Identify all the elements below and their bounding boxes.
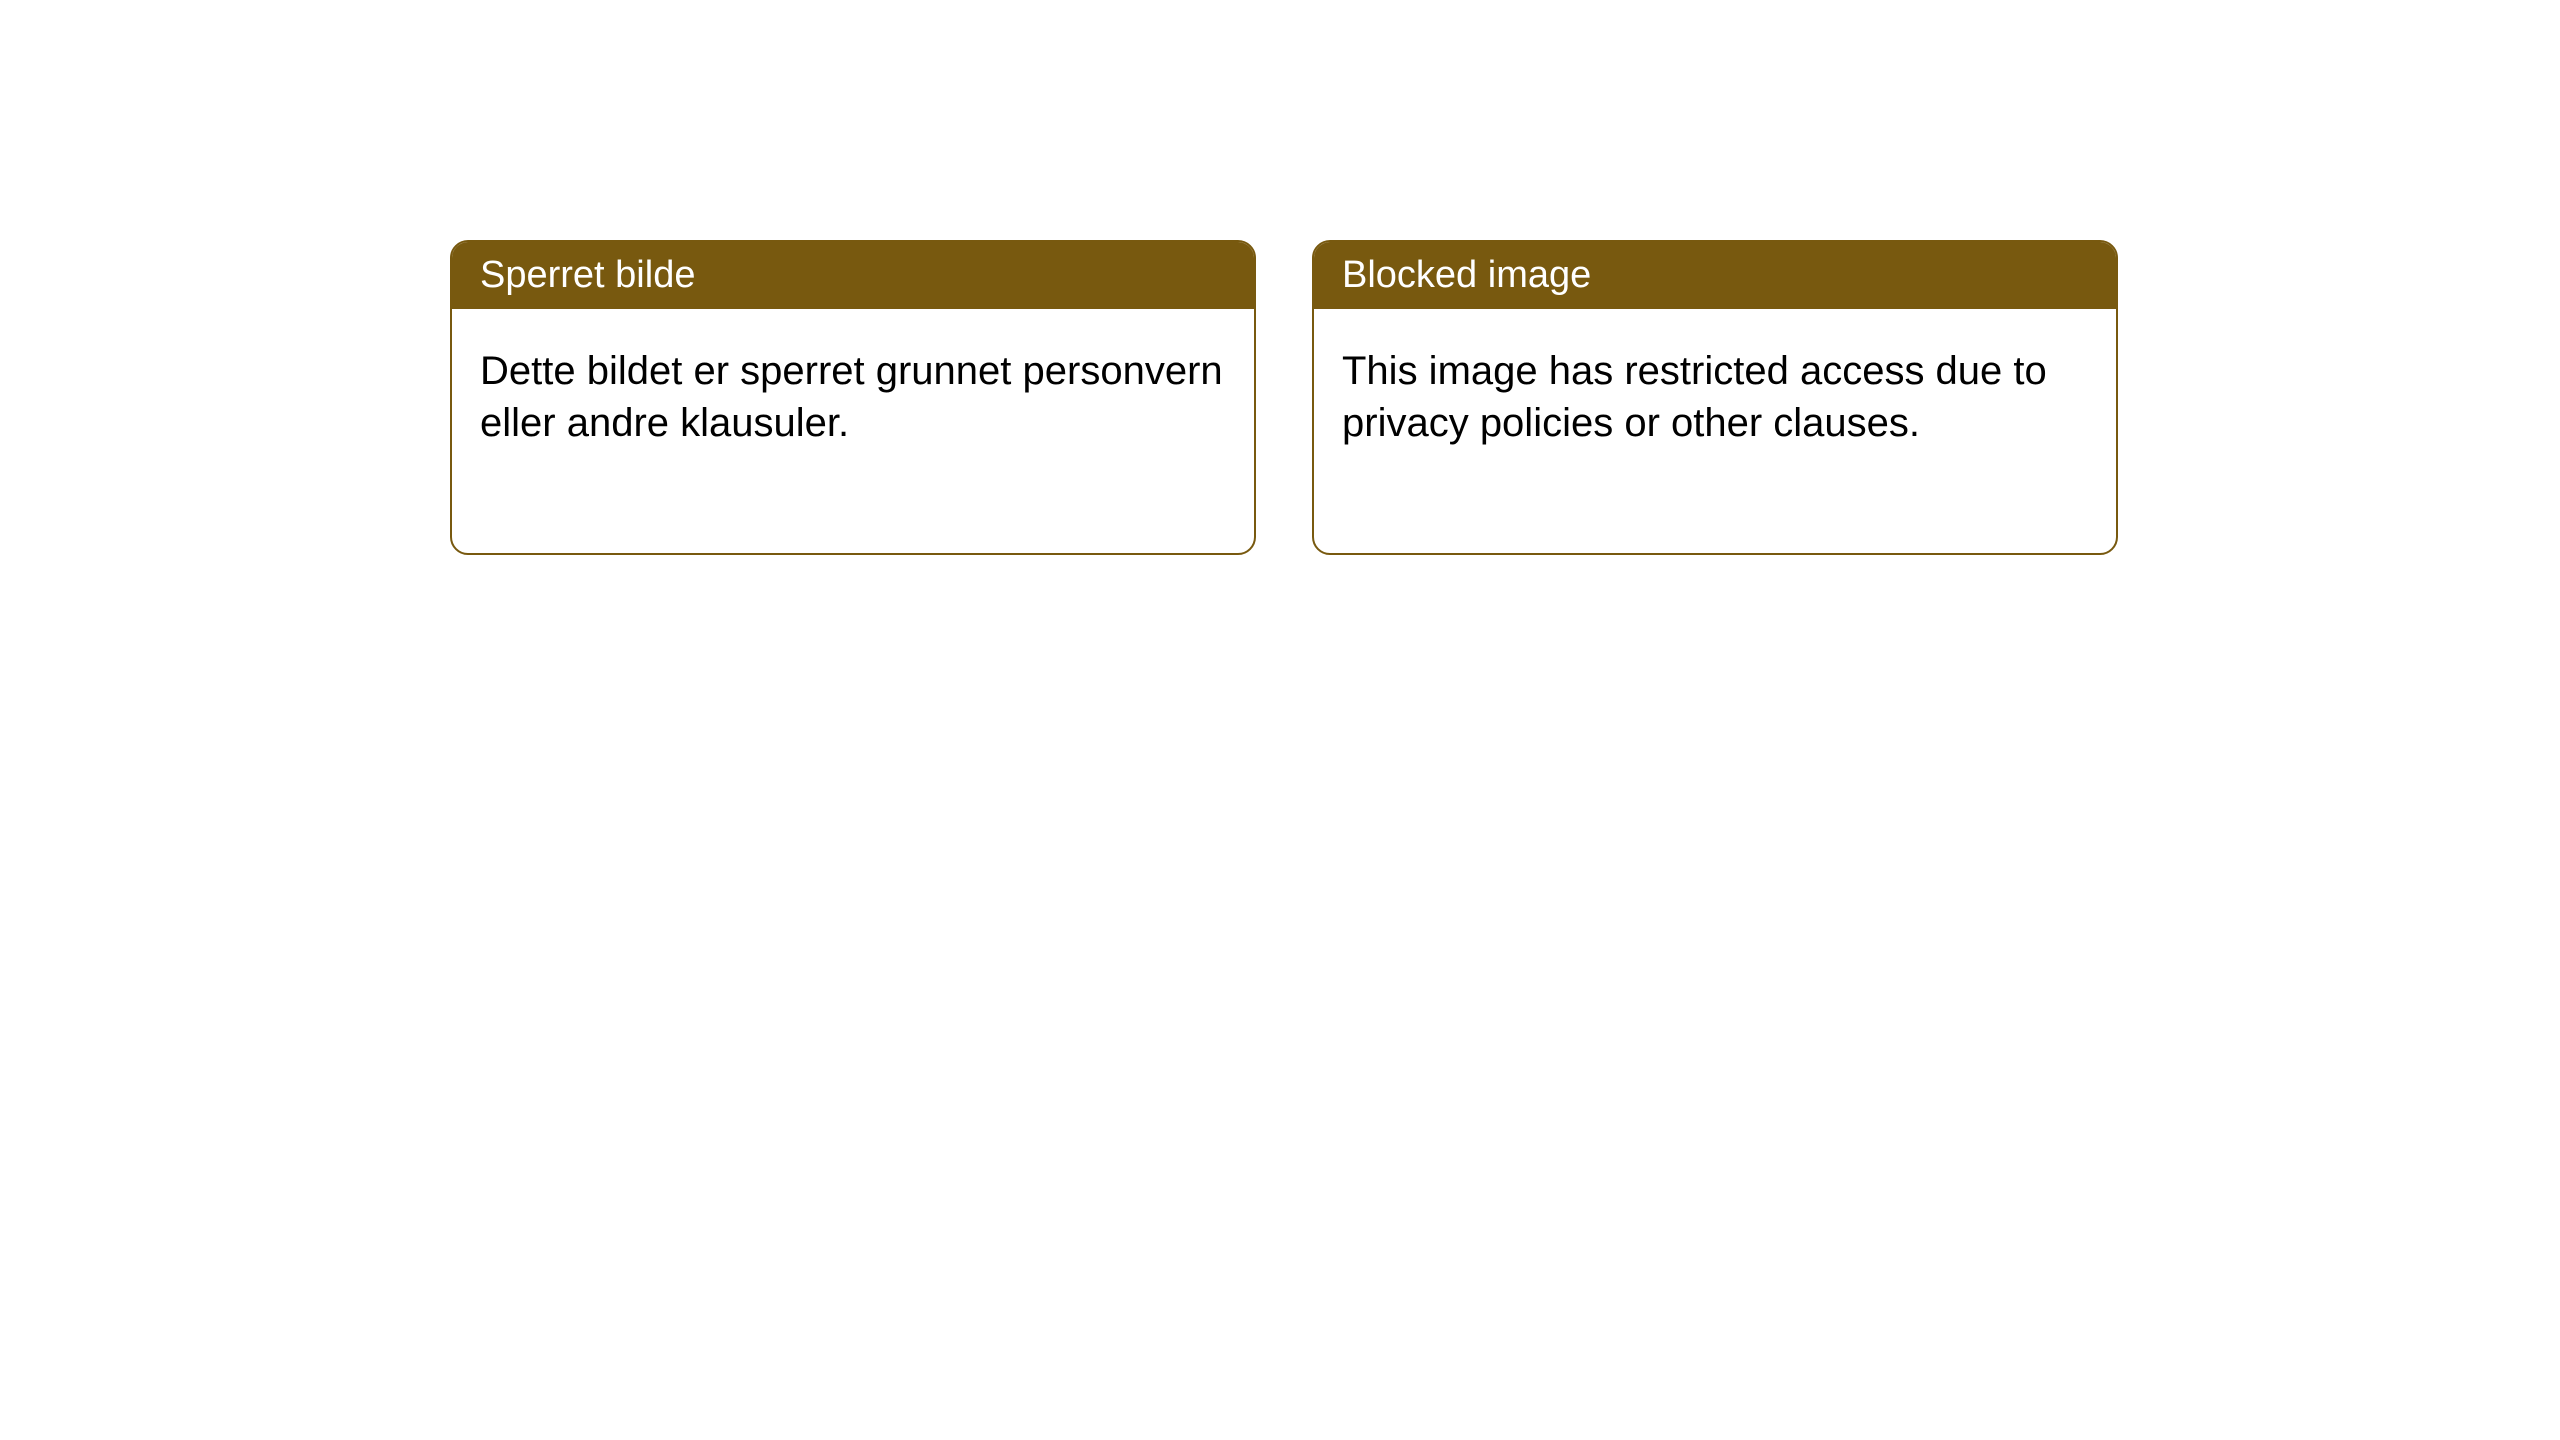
notice-card-english: Blocked image This image has restricted … xyxy=(1312,240,2118,555)
notice-cards-container: Sperret bilde Dette bildet er sperret gr… xyxy=(450,240,2118,555)
card-body: This image has restricted access due to … xyxy=(1314,309,2116,553)
notice-card-norwegian: Sperret bilde Dette bildet er sperret gr… xyxy=(450,240,1256,555)
card-header: Blocked image xyxy=(1314,242,2116,309)
card-header: Sperret bilde xyxy=(452,242,1254,309)
card-body: Dette bildet er sperret grunnet personve… xyxy=(452,309,1254,553)
